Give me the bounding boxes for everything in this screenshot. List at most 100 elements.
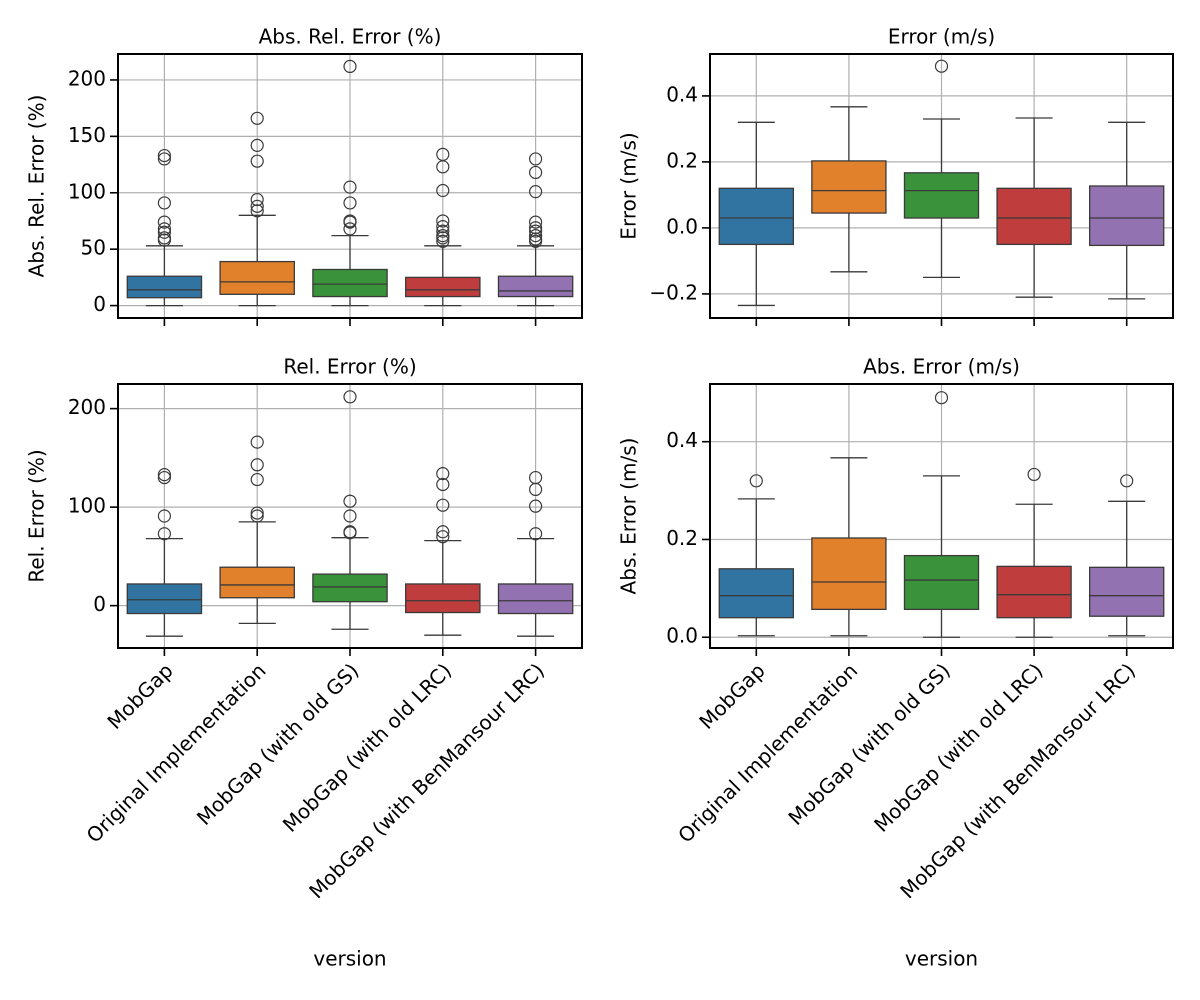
subplot: −0.2 0.0 0.2 0.4 Error (m/s) Error (m/s) bbox=[617, 25, 1174, 326]
box bbox=[1089, 566, 1165, 617]
flier bbox=[250, 199, 264, 213]
subplot: 0 50 100 150 200 Abs. Rel. Error (%) Abs. Rel.… bbox=[25, 25, 583, 326]
y-tick-label: 0 bbox=[93, 592, 106, 616]
flier bbox=[749, 474, 763, 488]
flier bbox=[157, 196, 171, 210]
flier bbox=[528, 470, 543, 485]
box bbox=[903, 554, 980, 611]
box bbox=[718, 187, 794, 246]
y-tick-label: 100 bbox=[68, 494, 106, 518]
box bbox=[405, 583, 481, 614]
flier bbox=[528, 527, 543, 541]
x-tick-label: MobGap (with old LRC) bbox=[869, 658, 1047, 836]
flier bbox=[250, 458, 264, 472]
flier bbox=[157, 468, 171, 482]
box bbox=[312, 268, 388, 298]
flier bbox=[250, 509, 264, 523]
box bbox=[405, 276, 481, 298]
flier bbox=[343, 180, 357, 194]
box bbox=[1089, 185, 1165, 247]
subplot-title: Error (m/s) bbox=[888, 25, 995, 49]
flier bbox=[157, 509, 171, 523]
subplot-title: Rel. Error (%) bbox=[283, 355, 416, 379]
flier bbox=[157, 152, 171, 166]
box bbox=[996, 565, 1072, 619]
y-axis-label: Abs. Error (m/s) bbox=[617, 438, 641, 595]
flier bbox=[528, 224, 543, 238]
flier bbox=[528, 499, 543, 513]
flier bbox=[528, 152, 543, 166]
y-axis-label: Abs. Rel. Error (%) bbox=[25, 95, 49, 278]
box bbox=[903, 172, 980, 219]
y-tick-label: 0.0 bbox=[666, 624, 698, 648]
flier bbox=[528, 232, 543, 246]
y-tick-label: 100 bbox=[68, 179, 106, 203]
box bbox=[219, 260, 295, 295]
x-tick-label: MobGap (with old LRC) bbox=[278, 658, 456, 836]
flier bbox=[528, 185, 543, 199]
x-tick-label: Original Implementation bbox=[82, 658, 271, 847]
x-tick-label: MobGap (with old GS) bbox=[783, 658, 954, 829]
flier bbox=[343, 59, 357, 74]
y-tick-label: 50 bbox=[81, 236, 106, 260]
y-tick-label: 200 bbox=[68, 395, 106, 419]
y-tick-label: 0.4 bbox=[666, 82, 698, 106]
flier bbox=[343, 222, 357, 236]
flier bbox=[528, 221, 543, 235]
flier bbox=[436, 183, 450, 198]
flier bbox=[436, 229, 450, 243]
box bbox=[126, 275, 203, 299]
flier bbox=[436, 147, 450, 162]
flier bbox=[250, 111, 264, 125]
flier bbox=[250, 435, 264, 449]
x-tick-label: MobGap bbox=[102, 658, 177, 733]
flier bbox=[157, 222, 171, 236]
box bbox=[219, 566, 295, 599]
flier bbox=[436, 220, 450, 234]
flier bbox=[436, 525, 450, 539]
flier bbox=[436, 477, 450, 492]
flier bbox=[343, 494, 357, 508]
y-tick-label: 0.4 bbox=[666, 428, 698, 452]
box bbox=[996, 187, 1072, 246]
box bbox=[718, 568, 794, 619]
flier bbox=[1027, 467, 1041, 482]
flier bbox=[528, 215, 543, 229]
y-axis-label: Error (m/s) bbox=[617, 132, 641, 239]
x-axis-label: version bbox=[905, 947, 978, 971]
x-tick-label: Original Implementation bbox=[673, 658, 862, 847]
flier bbox=[343, 214, 357, 228]
y-tick-label: 0.2 bbox=[666, 148, 698, 172]
flier bbox=[343, 509, 357, 523]
y-tick-label: 0 bbox=[93, 292, 106, 316]
flier bbox=[436, 224, 450, 238]
flier bbox=[1120, 474, 1134, 488]
subplot-title: Abs. Error (m/s) bbox=[863, 355, 1020, 379]
flier bbox=[436, 530, 450, 544]
box bbox=[126, 583, 203, 615]
subplot-title: Abs. Rel. Error (%) bbox=[259, 25, 442, 49]
x-axis-label: version bbox=[313, 947, 386, 971]
y-tick-label: −0.2 bbox=[649, 280, 698, 304]
flier bbox=[343, 525, 357, 539]
flier bbox=[934, 59, 949, 73]
flier bbox=[157, 225, 171, 239]
flier bbox=[436, 467, 450, 481]
flier bbox=[436, 498, 450, 512]
y-axis-label: Rel. Error (%) bbox=[25, 449, 49, 582]
box bbox=[811, 160, 887, 214]
flier bbox=[343, 390, 357, 404]
x-tick-label: MobGap (with old GS) bbox=[192, 658, 363, 829]
box bbox=[312, 573, 388, 603]
flier bbox=[250, 204, 264, 218]
flier bbox=[250, 506, 264, 520]
flier bbox=[528, 165, 543, 180]
flier bbox=[250, 472, 264, 487]
flier bbox=[157, 148, 171, 163]
flier bbox=[436, 214, 450, 228]
box bbox=[811, 537, 887, 611]
flier bbox=[157, 527, 171, 541]
flier bbox=[250, 138, 264, 152]
